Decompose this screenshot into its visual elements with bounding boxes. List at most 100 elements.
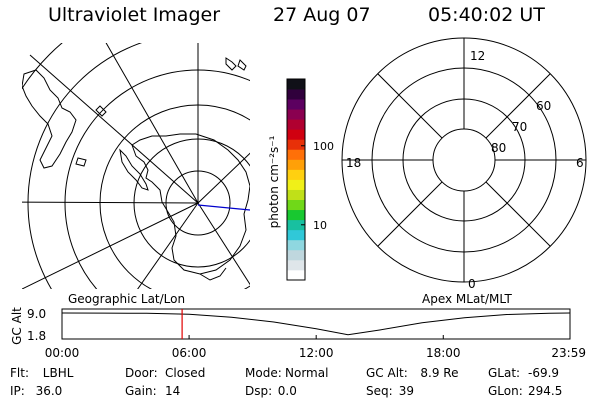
x-tick-label: 12:00 [299,346,334,360]
color-bar-frame [286,78,306,281]
status-label: Door: [125,366,158,380]
x-tick-label: 23:59 [551,346,586,360]
meridian-line [105,43,199,204]
status-label: GC Alt: [366,366,408,380]
coastline [75,157,87,167]
coastline [22,69,77,169]
geographic-caption: Geographic Lat/Lon [68,292,186,306]
color-bar [287,79,305,281]
meridian-line [137,202,199,289]
status-label: Flt: [10,366,29,380]
color-bar-swatch [287,229,305,241]
app-title: Ultraviolet Imager [48,4,221,26]
lat-circle [165,170,231,236]
mlt-label-6: 6 [576,156,584,170]
color-bar-swatch [287,99,305,110]
color-bar-swatch [287,179,305,190]
status-value: 39 [398,384,415,398]
coastline [95,105,107,117]
status-value: LBHL [42,366,74,380]
color-bar-swatch [287,189,305,200]
mlat-circle [341,37,587,283]
color-bar-swatch [287,259,305,271]
lat-circle [22,43,63,90]
status-label: Dsp: [245,384,273,398]
color-bar-tick-label: 10 [313,219,327,232]
mlt-line [367,63,443,139]
color-bar-swatch [287,169,305,180]
status-value: 8.9 Re [420,366,459,380]
x-tick-label: 18:00 [426,346,461,360]
color-bar-swatch [287,129,305,140]
color-bar-swatch [287,89,305,100]
y-tick-label: 9.0 [27,307,46,321]
mlat-circle [402,98,526,222]
color-bar-swatch [287,239,305,251]
status-value: 14 [165,384,181,398]
coastline [237,59,247,71]
mlt-label-18: 18 [346,156,361,170]
coastline [131,133,250,275]
meridian-line [197,152,250,204]
color-bar-ticks: 10 100 [301,140,334,232]
y-tick-label: 1.8 [27,329,46,343]
date-label: 27 Aug 07 [273,4,371,26]
color-bar-swatch [287,139,305,150]
color-bar-swatch [287,219,305,231]
status-label: Gain: [125,384,157,398]
mlat-circle [371,67,557,253]
status-label: Seq: [366,384,393,398]
status-label: GLon: [488,384,523,398]
mlat-label-80: 80 [491,141,506,155]
color-bar-swatch [287,149,305,160]
status-label: Mode: [245,366,282,380]
apex-caption: Apex MLat/MLT [422,292,512,306]
color-bar-swatch [287,249,305,261]
color-bar-swatch [287,119,305,130]
coastline [199,267,227,281]
meridian-line [22,202,199,289]
color-bar-swatch [287,209,305,221]
time-label: 05:40:02 UT [428,4,545,26]
color-bar-tick-label: 100 [313,140,334,153]
status-value: 0.0 [277,384,297,398]
coastline [225,57,237,71]
mlat-label-60: 60 [536,99,551,113]
mlat-circle [432,128,496,192]
meridian-line [29,54,199,204]
meridian-line [197,202,250,286]
color-bar-swatch [287,159,305,170]
mlat-label-70: 70 [512,120,527,134]
timeline-frame [61,308,571,340]
mlt-line [367,181,443,257]
color-bar-swatch [287,269,305,281]
status-value: Closed [165,366,206,380]
mlt-label-12: 12 [470,49,485,63]
mlt-line [485,181,561,257]
color-bar-swatch [287,79,305,90]
x-tick-label: 06:00 [172,346,207,360]
x-tick-label: 00:00 [45,346,80,360]
lat-circle [27,43,143,289]
status-value: Normal [285,366,329,380]
lat-circle [133,138,250,268]
color-bar-swatch [287,109,305,120]
y-axis-label: GC Alt [10,307,24,345]
mlt-line [485,63,561,139]
status-label: IP: [10,384,25,398]
altitude-series-line [61,312,571,336]
color-bar-swatch [287,199,305,211]
meridian-line [22,201,199,204]
satellite-track [197,204,250,211]
color-bar-label: photon cm⁻²s⁻¹ [267,135,281,228]
status-value: 294.5 [528,384,563,398]
lat-circle [99,104,250,289]
status-value: 36.0 [35,384,63,398]
status-value: -69.9 [528,366,560,380]
coastline [119,148,149,191]
status-label: GLat: [488,366,521,380]
